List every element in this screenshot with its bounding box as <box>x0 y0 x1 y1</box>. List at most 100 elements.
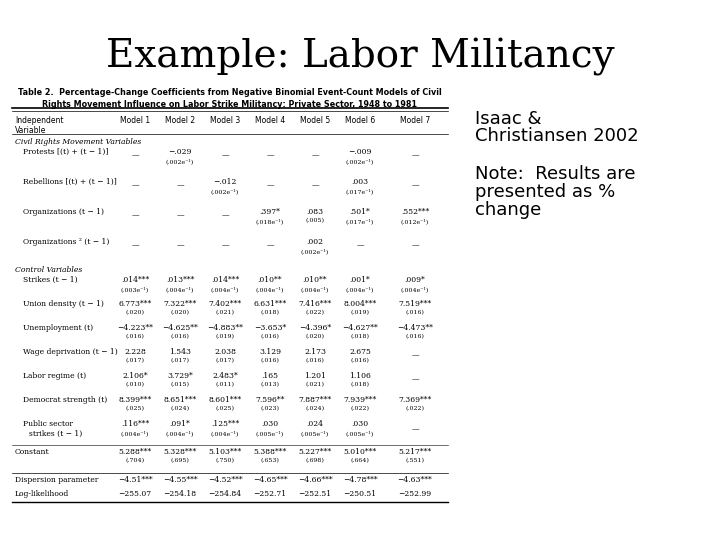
Text: Dispersion parameter: Dispersion parameter <box>15 476 99 484</box>
Text: (.664): (.664) <box>351 458 369 463</box>
Text: Democrat strength (t): Democrat strength (t) <box>23 396 107 404</box>
Text: −.009: −.009 <box>348 148 372 156</box>
Text: 2.483*: 2.483* <box>212 372 238 380</box>
Text: (.698): (.698) <box>305 458 325 463</box>
Text: —: — <box>176 181 184 189</box>
Text: 8.601***: 8.601*** <box>208 396 242 404</box>
Text: (.002e⁻¹): (.002e⁻¹) <box>346 158 374 164</box>
Text: Public sector: Public sector <box>23 420 73 428</box>
Text: (.017): (.017) <box>215 358 235 363</box>
Text: .030: .030 <box>261 420 279 428</box>
Text: −3.653*: −3.653* <box>254 324 286 332</box>
Text: .030: .030 <box>351 420 369 428</box>
Text: (.005e⁻¹): (.005e⁻¹) <box>346 430 374 436</box>
Text: 2.106*: 2.106* <box>122 372 148 380</box>
Text: .001*: .001* <box>350 276 370 284</box>
Text: change: change <box>475 201 541 219</box>
Text: —: — <box>411 375 419 383</box>
Text: (.018e⁻¹): (.018e⁻¹) <box>256 218 284 224</box>
Text: (.011): (.011) <box>215 382 235 387</box>
Text: (.020): (.020) <box>125 310 145 315</box>
Text: 3.729*: 3.729* <box>167 372 193 380</box>
Text: (.024): (.024) <box>305 406 325 411</box>
Text: −254.18: −254.18 <box>163 490 197 498</box>
Text: 5.288***: 5.288*** <box>118 448 152 456</box>
Text: (.022): (.022) <box>351 406 369 411</box>
Text: −4.65***: −4.65*** <box>253 476 287 484</box>
Text: 2.038: 2.038 <box>214 348 236 356</box>
Text: (.016): (.016) <box>171 334 189 339</box>
Text: (.013): (.013) <box>261 382 279 387</box>
Text: Model 1: Model 1 <box>120 116 150 125</box>
Text: (.750): (.750) <box>215 458 235 463</box>
Text: .013***: .013*** <box>166 276 194 284</box>
Text: 1.543: 1.543 <box>169 348 191 356</box>
Text: —: — <box>266 241 274 249</box>
Text: Organizations ² (t − 1): Organizations ² (t − 1) <box>23 238 109 246</box>
Text: (.695): (.695) <box>171 458 189 463</box>
Text: (.004e⁻¹): (.004e⁻¹) <box>166 430 194 436</box>
Text: (.004e⁻¹): (.004e⁻¹) <box>166 286 194 292</box>
Text: .002: .002 <box>307 238 323 246</box>
Text: Protests [(t) + (t − 1)]: Protests [(t) + (t − 1)] <box>23 148 109 156</box>
Text: (.016): (.016) <box>125 334 145 339</box>
Text: Constant: Constant <box>15 448 50 456</box>
Text: 1.201: 1.201 <box>304 372 326 380</box>
Text: —: — <box>131 211 139 219</box>
Text: 1.106: 1.106 <box>349 372 371 380</box>
Text: Labor regime (t): Labor regime (t) <box>23 372 86 380</box>
Text: (.004e⁻¹): (.004e⁻¹) <box>121 430 149 436</box>
Text: 7.402***: 7.402*** <box>208 300 242 308</box>
Text: (.017): (.017) <box>125 358 145 363</box>
Text: 2.173: 2.173 <box>304 348 326 356</box>
Text: —: — <box>131 151 139 159</box>
Text: (.022): (.022) <box>305 310 325 315</box>
Text: (.024): (.024) <box>171 406 189 411</box>
Text: Christiansen 2002: Christiansen 2002 <box>475 127 639 145</box>
Text: (.551): (.551) <box>405 458 425 463</box>
Text: Control Variables: Control Variables <box>15 266 82 274</box>
Text: Log-likelihood: Log-likelihood <box>15 490 69 498</box>
Text: —: — <box>221 211 229 219</box>
Text: (.016): (.016) <box>261 334 279 339</box>
Text: (.005e⁻¹): (.005e⁻¹) <box>256 430 284 436</box>
Text: .083: .083 <box>307 208 323 216</box>
Text: —: — <box>131 181 139 189</box>
Text: −4.78***: −4.78*** <box>343 476 377 484</box>
Text: (.019): (.019) <box>351 310 369 315</box>
Text: (.005): (.005) <box>305 218 325 223</box>
Text: (.023): (.023) <box>261 406 279 411</box>
Text: —: — <box>176 241 184 249</box>
Text: Union density (t − 1): Union density (t − 1) <box>23 300 104 308</box>
Text: —: — <box>411 425 419 433</box>
Text: (.004e⁻¹): (.004e⁻¹) <box>211 286 239 292</box>
Text: 8.651***: 8.651*** <box>163 396 197 404</box>
Text: (.017): (.017) <box>171 358 189 363</box>
Text: −252.99: −252.99 <box>398 490 431 498</box>
Text: —: — <box>411 151 419 159</box>
Text: 6.631***: 6.631*** <box>253 300 287 308</box>
Text: (.018): (.018) <box>351 382 369 387</box>
Text: Civil Rights Movement Variables: Civil Rights Movement Variables <box>15 138 141 146</box>
Text: −4.52***: −4.52*** <box>207 476 243 484</box>
Text: (.022): (.022) <box>405 406 425 411</box>
Text: (.019): (.019) <box>215 334 235 339</box>
Text: (.653): (.653) <box>261 458 279 463</box>
Text: (.016): (.016) <box>261 358 279 363</box>
Text: Model 7: Model 7 <box>400 116 430 125</box>
Text: (.004e⁻¹): (.004e⁻¹) <box>401 286 429 292</box>
Text: (.025): (.025) <box>125 406 145 411</box>
Text: Wage deprivation (t − 1): Wage deprivation (t − 1) <box>23 348 118 356</box>
Text: —: — <box>131 241 139 249</box>
Text: Isaac &: Isaac & <box>475 110 541 128</box>
Text: 7.416***: 7.416*** <box>298 300 332 308</box>
Text: −254.84: −254.84 <box>208 490 242 498</box>
Text: (.002e⁻¹): (.002e⁻¹) <box>301 248 329 254</box>
Text: presented as %: presented as % <box>475 183 616 201</box>
Text: 6.773***: 6.773*** <box>118 300 152 308</box>
Text: Note:  Results are: Note: Results are <box>475 165 636 183</box>
Text: (.017e⁻¹): (.017e⁻¹) <box>346 218 374 224</box>
Text: (.005e⁻¹): (.005e⁻¹) <box>301 430 329 436</box>
Text: −255.07: −255.07 <box>118 490 152 498</box>
Text: .014***: .014*** <box>211 276 239 284</box>
